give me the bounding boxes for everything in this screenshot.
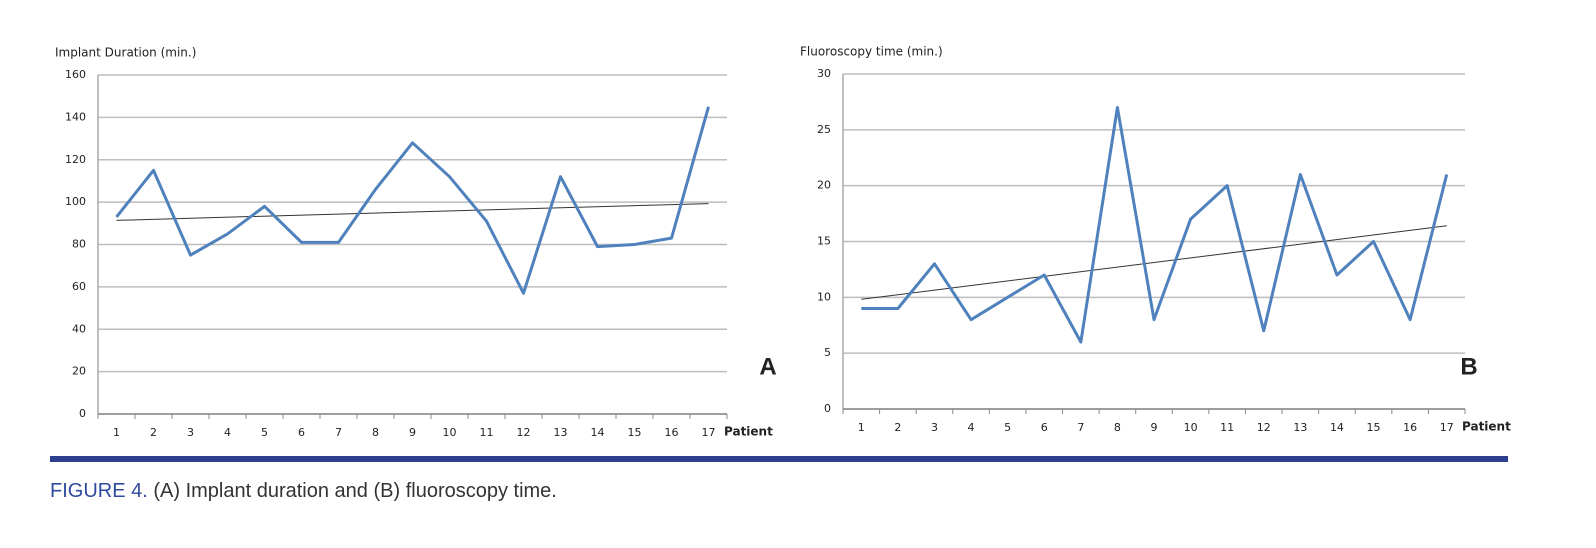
caption-text: (A) Implant duration and (B) fluoroscopy… [153,480,557,502]
panel-label: B [1460,353,1477,380]
y-tick-label: 20 [72,365,86,378]
y-tick-label: 80 [72,238,86,251]
charts: Implant Duration (min.)02040608010012014… [50,45,1511,462]
divider [50,456,1508,462]
x-tick-label: 6 [1041,421,1048,434]
x-axis-label: Patient [1462,420,1511,434]
x-tick-label: 6 [298,426,305,439]
y-tick-label: 60 [72,280,86,293]
y-tick-label: 0 [79,407,86,420]
x-tick-label: 17 [1440,421,1454,434]
x-tick-label: 9 [409,426,416,439]
panel-label: A [759,353,776,380]
y-tick-label: 140 [65,110,86,123]
x-tick-label: 2 [894,421,901,434]
y-tick-label: 100 [65,195,86,208]
y-tick-label: 40 [72,322,86,335]
x-tick-label: 17 [702,426,716,439]
x-tick-label: 10 [1184,421,1198,434]
x-tick-label: 15 [628,426,642,439]
x-tick-label: 12 [1257,421,1271,434]
x-axis-label: Patient [724,425,773,439]
x-tick-label: 8 [372,426,379,439]
x-tick-label: 11 [480,426,494,439]
x-tick-label: 9 [1151,421,1158,434]
y-tick-label: 20 [817,179,831,192]
caption: FIGURE 4. (A) Implant duration and (B) f… [50,480,557,503]
trend-line [116,203,709,221]
x-tick-label: 5 [261,426,268,439]
x-tick-label: 16 [665,426,679,439]
y-tick-label: 5 [824,346,831,359]
y-tick-label: 10 [817,290,831,303]
x-tick-label: 12 [517,426,531,439]
x-tick-label: 10 [443,426,457,439]
x-tick-label: 1 [113,426,120,439]
y-axis-label: Implant Duration (min.) [55,46,196,60]
figure-label: FIGURE 4. [50,480,148,502]
x-tick-label: 3 [931,421,938,434]
x-tick-label: 2 [150,426,157,439]
x-tick-label: 8 [1114,421,1121,434]
x-tick-label: 3 [187,426,194,439]
y-tick-label: 25 [817,123,831,136]
x-tick-label: 5 [1004,421,1011,434]
x-tick-label: 7 [1077,421,1084,434]
y-tick-label: 0 [824,402,831,415]
trend-line [861,225,1447,300]
x-tick-label: 14 [1330,421,1344,434]
data-line [861,106,1449,344]
x-tick-label: 11 [1220,421,1234,434]
x-tick-label: 15 [1367,421,1381,434]
y-tick-label: 160 [65,68,86,81]
y-tick-label: 30 [817,67,831,80]
x-tick-label: 13 [1293,421,1307,434]
x-tick-label: 1 [858,421,865,434]
x-tick-label: 16 [1403,421,1417,434]
y-tick-label: 120 [65,153,86,166]
x-tick-label: 4 [968,421,975,434]
x-tick-label: 7 [335,426,342,439]
x-tick-label: 13 [554,426,568,439]
x-tick-label: 14 [591,426,605,439]
x-tick-label: 4 [224,426,231,439]
y-tick-label: 15 [817,235,831,248]
y-axis-label: Fluoroscopy time (min.) [800,45,943,59]
data-line [115,106,710,295]
